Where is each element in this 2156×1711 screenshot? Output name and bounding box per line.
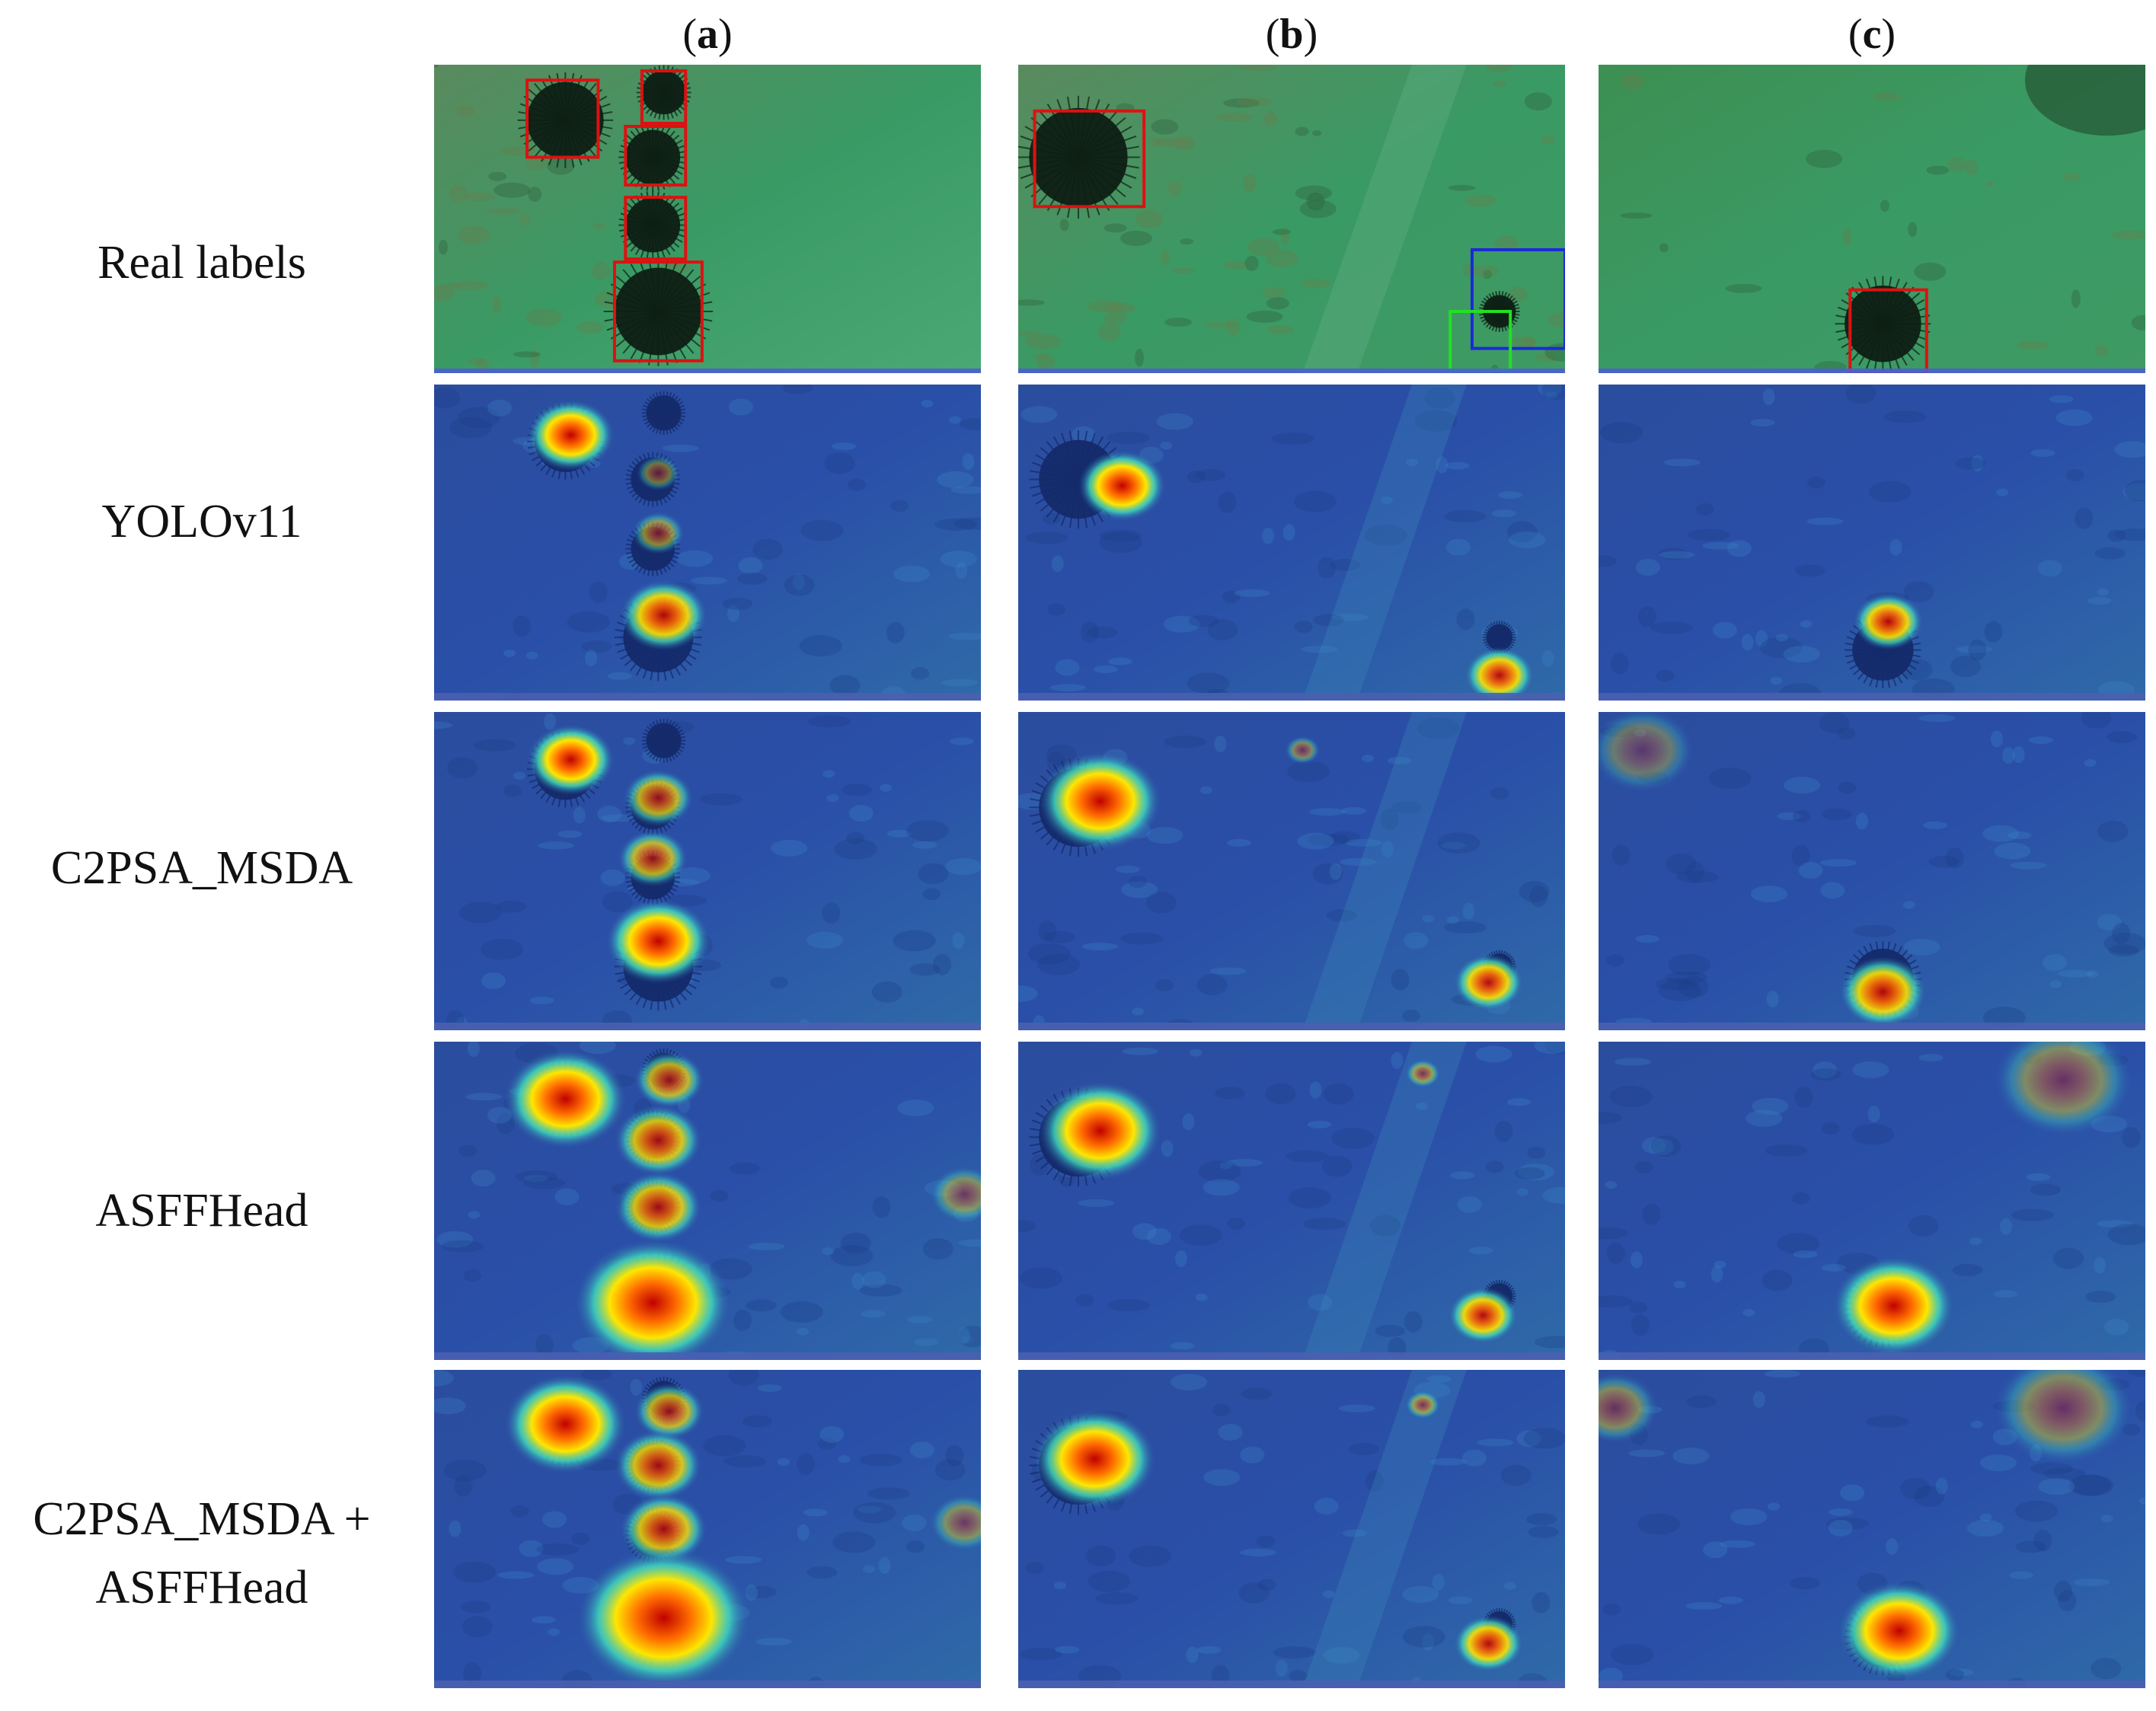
heat-hotspot bbox=[1832, 1256, 1955, 1356]
panel-row2-col2 bbox=[1599, 712, 2145, 1030]
heatmap-image bbox=[1599, 1042, 2145, 1360]
underwater-photo bbox=[1018, 65, 1565, 373]
row-label-0: Real labels bbox=[0, 228, 404, 297]
heat-hotspot bbox=[1854, 593, 1924, 650]
heat-hotspot bbox=[1838, 1581, 1960, 1681]
heatmap-image bbox=[434, 385, 981, 701]
panel-row0-col1 bbox=[1018, 65, 1565, 373]
panel-row1-col2 bbox=[1599, 385, 2145, 701]
heat-hotspot bbox=[1285, 736, 1320, 764]
row-label-4: C2PSA_MSDA + ASFFHead bbox=[0, 1485, 404, 1622]
panel-row3-col2 bbox=[1599, 1042, 2145, 1360]
heat-hotspot bbox=[605, 899, 711, 984]
heat-hotspot bbox=[623, 770, 693, 827]
panel-row0-col2 bbox=[1599, 65, 2145, 373]
underwater-photo bbox=[1599, 65, 2145, 373]
column-header-a: (a) bbox=[434, 8, 981, 61]
row-label-3: ASFFHead bbox=[0, 1176, 404, 1245]
panel-row2-col1 bbox=[1018, 712, 1565, 1030]
heat-hotspot bbox=[1039, 752, 1161, 851]
heatmap-image bbox=[1018, 712, 1565, 1030]
heatmap-image bbox=[1599, 712, 2145, 1030]
column-header-paren-open: ( bbox=[1848, 11, 1863, 58]
row-label-line: C2PSA_MSDA bbox=[0, 834, 404, 902]
heat-hotspot bbox=[1033, 1409, 1156, 1509]
heatmap-image bbox=[1599, 1370, 2145, 1688]
heat-hotspot bbox=[1078, 450, 1166, 521]
heat-hotspot bbox=[620, 579, 707, 650]
heatmap-image bbox=[1599, 385, 2145, 701]
row-label-2: C2PSA_MSDA bbox=[0, 834, 404, 902]
heat-hotspot bbox=[1454, 1615, 1524, 1672]
panel-row2-col0 bbox=[434, 712, 981, 1030]
panel-row1-col0 bbox=[434, 385, 981, 701]
column-header-paren-open: ( bbox=[1266, 11, 1280, 58]
column-header-paren-close: ) bbox=[1881, 11, 1896, 58]
heatmap-image bbox=[434, 712, 981, 1030]
heatmap-image bbox=[434, 1370, 981, 1688]
heat-hotspot bbox=[1405, 1059, 1440, 1087]
underwater-photo bbox=[434, 65, 981, 373]
panel-row1-col1 bbox=[1018, 385, 1565, 701]
panel-row4-col2 bbox=[1599, 1370, 2145, 1688]
panel-row4-col1 bbox=[1018, 1370, 1565, 1688]
heatmap-image bbox=[1018, 385, 1565, 701]
row-label-line: Real labels bbox=[0, 228, 404, 297]
column-header-letter: c bbox=[1863, 11, 1882, 58]
row-label-line: ASFFHead bbox=[0, 1176, 404, 1245]
heat-hotspot bbox=[504, 1049, 627, 1149]
heat-hotspot bbox=[634, 1052, 704, 1109]
row-label-line: ASFFHead bbox=[0, 1553, 404, 1622]
heat-hotspot bbox=[1039, 1081, 1161, 1181]
column-header-letter: a bbox=[697, 11, 718, 58]
panel-row0-col0 bbox=[434, 65, 981, 373]
column-header-paren-close: ) bbox=[1304, 11, 1318, 58]
heat-hotspot bbox=[615, 1105, 702, 1176]
row-label-line: YOLOv11 bbox=[0, 487, 404, 556]
heat-hotspot bbox=[527, 400, 615, 471]
heat-hotspot bbox=[1454, 954, 1524, 1011]
heat-hotspot bbox=[615, 1172, 702, 1243]
heatmap-image bbox=[434, 1042, 981, 1360]
heat-hotspot bbox=[637, 455, 680, 491]
heat-hotspot bbox=[615, 1430, 702, 1501]
column-header-letter: b bbox=[1279, 11, 1303, 58]
heat-hotspot bbox=[1448, 1287, 1518, 1344]
heatmap-image bbox=[1018, 1042, 1565, 1360]
heat-hotspot bbox=[618, 830, 688, 887]
heat-hotspot bbox=[527, 724, 615, 795]
column-header-c: (c) bbox=[1599, 8, 2145, 61]
heat-hotspot bbox=[577, 1547, 752, 1688]
panel-row3-col0 bbox=[434, 1042, 981, 1360]
column-header-paren-open: ( bbox=[682, 11, 697, 58]
row-label-line: C2PSA_MSDA + bbox=[0, 1485, 404, 1553]
heat-hotspot bbox=[504, 1374, 627, 1474]
panel-row4-col0 bbox=[434, 1370, 981, 1688]
panel-row3-col1 bbox=[1018, 1042, 1565, 1360]
row-label-1: YOLOv11 bbox=[0, 487, 404, 556]
column-header-paren-close: ) bbox=[718, 11, 733, 58]
heatmap-image bbox=[1018, 1370, 1565, 1688]
heat-hotspot bbox=[632, 512, 685, 554]
heat-hotspot bbox=[1405, 1390, 1440, 1419]
heat-hotspot bbox=[1839, 956, 1927, 1027]
column-header-b: (b) bbox=[1018, 8, 1565, 61]
